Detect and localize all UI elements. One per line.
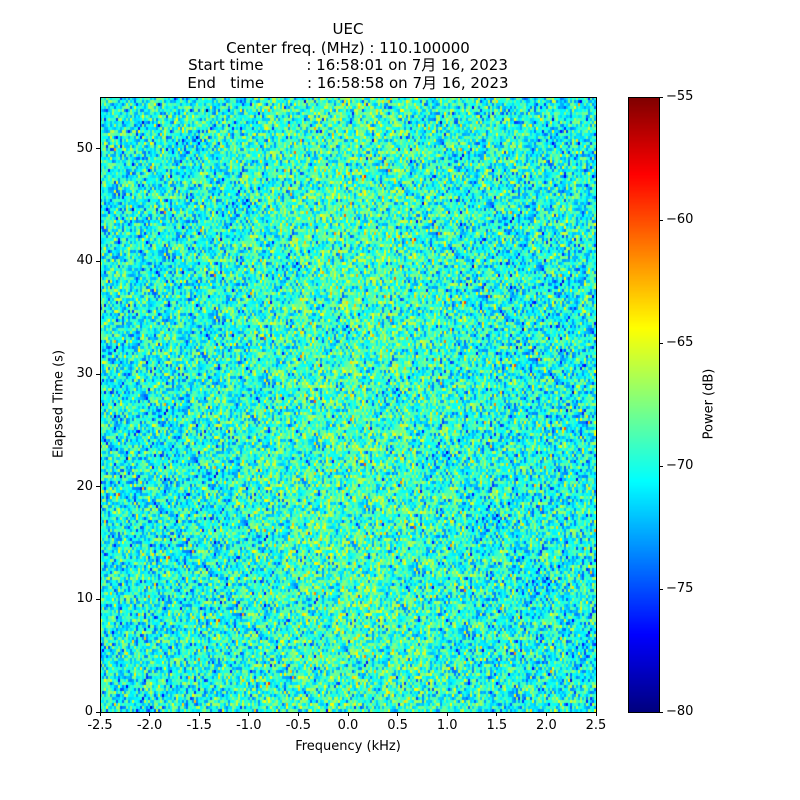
x-tick-label: 2.0 [536,718,557,733]
y-tick-mark [96,486,100,488]
x-tick-mark [149,712,151,716]
x-tick-label: -1.5 [186,718,212,733]
x-tick-mark [545,712,547,716]
chart-subtitle-center-freq: Center freq. (MHz) : 110.100000 [226,39,470,57]
x-tick-label: -1.0 [236,718,262,733]
colorbar-tick-label: −60 [666,212,694,227]
colorbar-tick-label: −65 [666,335,694,350]
chart-title: UEC [332,20,364,38]
chart-subtitle-end-time: End time : 16:58:58 on 7月 16, 2023 [187,74,509,92]
y-tick-label: 40 [76,253,93,269]
colorbar-label: Power (dB) [701,368,717,440]
x-tick-mark [297,712,299,716]
colorbar-tick-label: −80 [666,704,694,719]
y-tick-mark [96,373,100,375]
colorbar-tick-mark [659,342,663,344]
x-tick-mark [496,712,498,716]
y-tick-label: 0 [84,704,93,719]
colorbar-tick-mark [659,711,663,713]
x-tick-mark [397,712,399,716]
x-tick-mark [595,712,597,716]
colorbar-tick-mark [659,96,663,98]
x-tick-label: 1.0 [436,718,458,733]
x-tick-mark [99,712,101,716]
x-tick-mark [347,712,349,716]
y-tick-mark [96,598,100,600]
colorbar-tick-mark [659,219,663,221]
x-tick-mark [446,712,448,716]
x-tick-label: 1.5 [486,718,508,733]
y-tick-label: 50 [76,140,93,156]
y-tick-label: 20 [76,478,93,494]
x-tick-label: -2.0 [136,718,163,733]
chart-subtitle-start-time: Start time : 16:58:01 on 7月 16, 2023 [188,56,508,74]
x-tick-label: -2.5 [87,718,113,733]
x-tick-mark [248,712,250,716]
y-tick-label: 30 [76,366,93,382]
y-tick-mark [96,148,100,150]
colorbar-tick-label: −70 [666,458,694,473]
colorbar-tick-label: −55 [666,89,694,104]
y-tick-mark [96,711,100,713]
y-tick-mark [96,260,100,262]
x-axis-label: Frequency (kHz) [295,739,401,754]
colorbar-tick-mark [659,588,663,590]
y-axis-label: Elapsed Time (s) [51,349,67,459]
x-tick-mark [198,712,200,716]
colorbar [628,97,659,712]
x-tick-label: 0.5 [387,718,408,733]
x-tick-label: 2.5 [585,718,607,733]
x-tick-label: 0.0 [337,718,359,733]
colorbar-tick-label: −75 [666,581,694,596]
y-tick-label: 10 [76,591,93,607]
spectrogram-heatmap [100,97,596,712]
colorbar-tick-mark [659,465,663,467]
x-tick-label: -0.5 [285,718,312,733]
